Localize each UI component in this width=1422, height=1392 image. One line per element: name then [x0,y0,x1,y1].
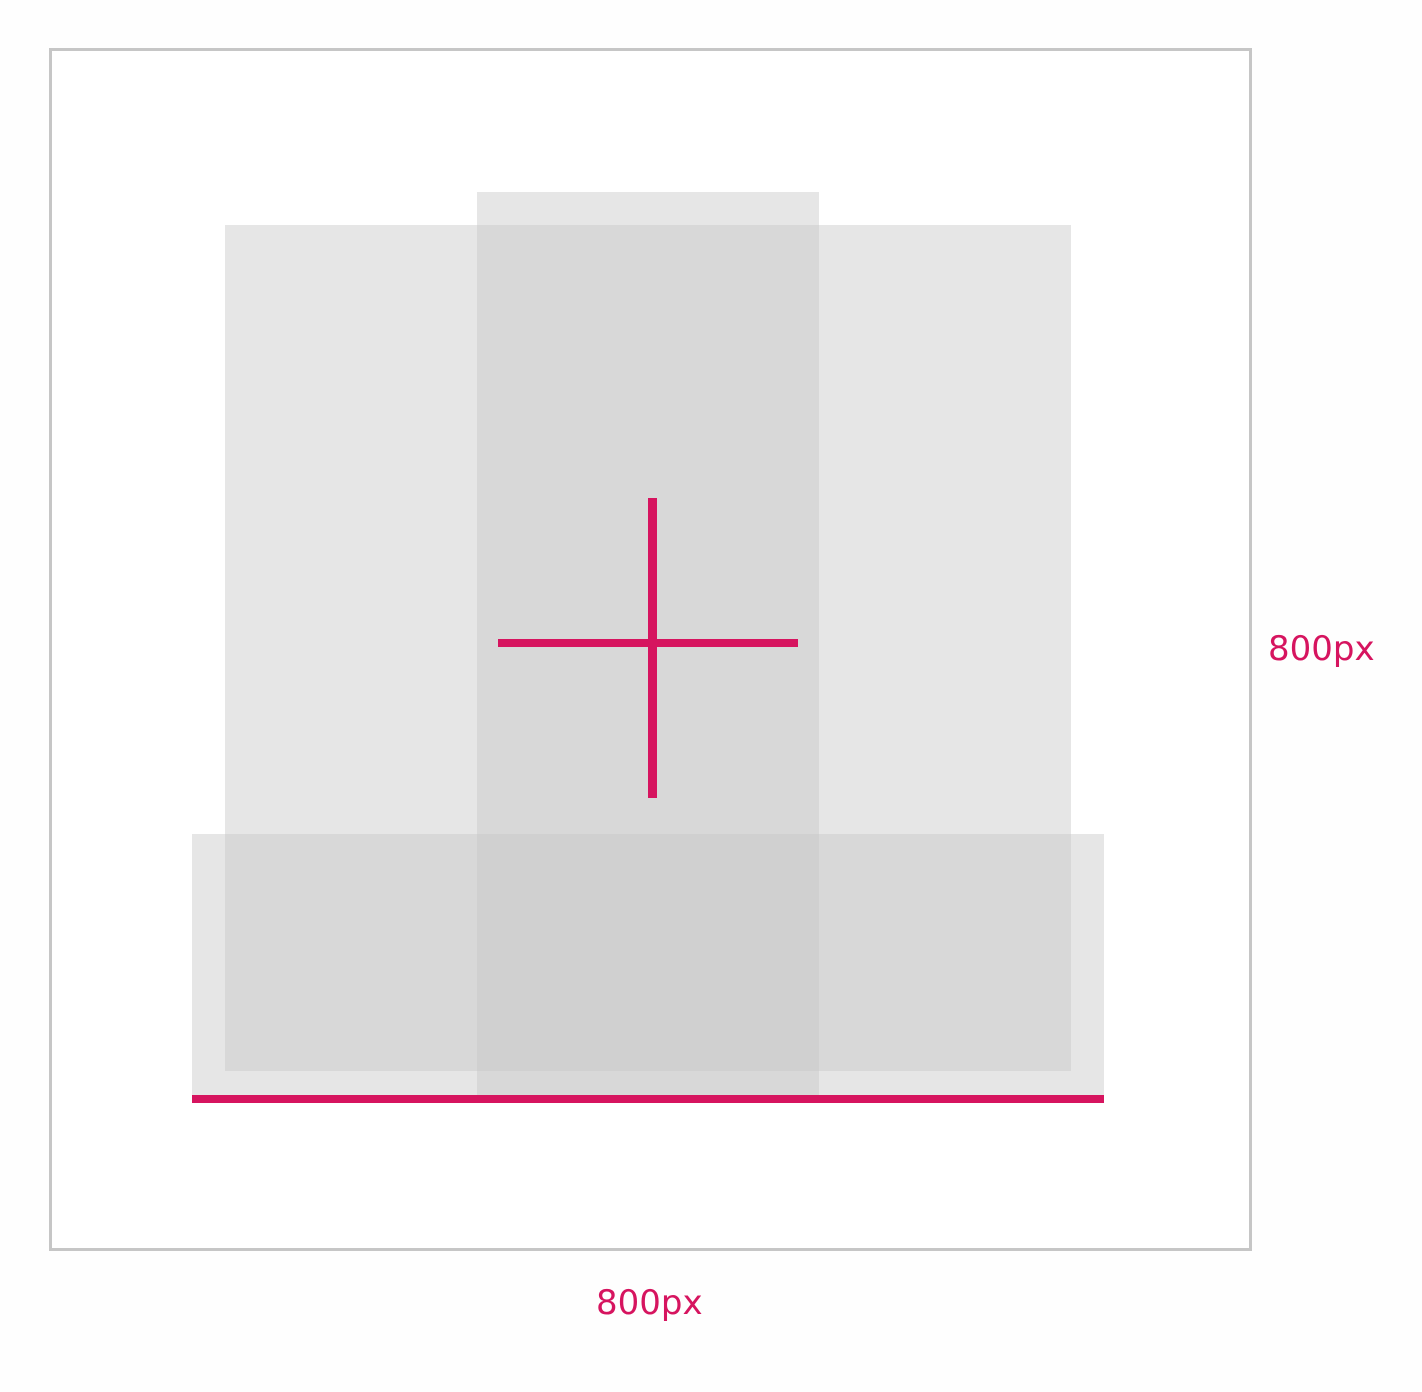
height-dimension-label: 800px [1268,629,1375,669]
baseline-bar [192,1095,1104,1103]
width-dimension-label: 800px [596,1283,703,1323]
crosshair-vertical-icon [648,498,657,798]
base-band-panel [192,834,1104,1098]
